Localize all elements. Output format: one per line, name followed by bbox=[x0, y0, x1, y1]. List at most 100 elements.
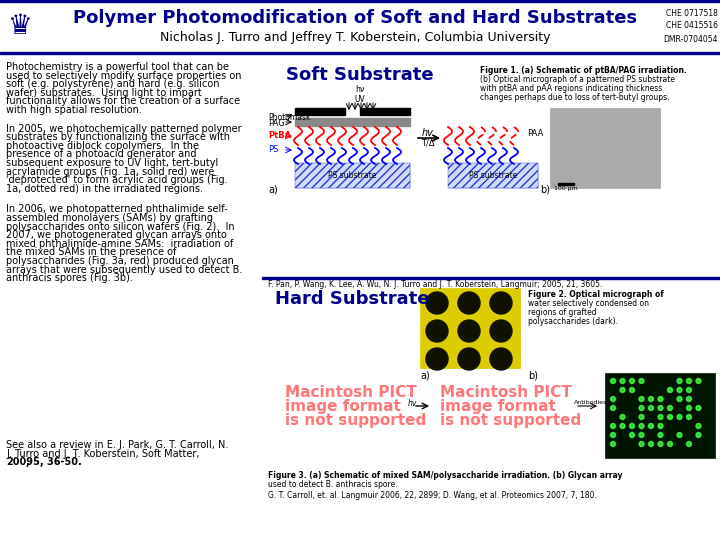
Circle shape bbox=[677, 396, 682, 402]
Text: is not supported: is not supported bbox=[285, 413, 426, 428]
Text: PAG: PAG bbox=[268, 119, 284, 129]
Circle shape bbox=[620, 415, 625, 420]
Circle shape bbox=[458, 292, 480, 314]
Circle shape bbox=[677, 379, 682, 383]
Text: water selectively condensed on: water selectively condensed on bbox=[528, 299, 649, 308]
Circle shape bbox=[629, 433, 634, 437]
Circle shape bbox=[658, 406, 663, 410]
Bar bbox=[550, 108, 660, 188]
Bar bbox=[295, 118, 410, 126]
Text: is not supported: is not supported bbox=[440, 413, 581, 428]
Bar bbox=[605, 373, 715, 458]
Circle shape bbox=[639, 433, 644, 437]
Bar bbox=[420, 288, 520, 368]
Circle shape bbox=[639, 379, 644, 383]
Text: acrylamide groups (Fig. 1a, solid red) were: acrylamide groups (Fig. 1a, solid red) w… bbox=[6, 167, 215, 177]
Circle shape bbox=[639, 423, 644, 429]
Circle shape bbox=[458, 320, 480, 342]
Circle shape bbox=[686, 415, 691, 420]
Text: polysaccharides (dark).: polysaccharides (dark). bbox=[528, 317, 618, 326]
Bar bbox=[448, 163, 538, 188]
Text: PS: PS bbox=[268, 145, 279, 154]
Text: 1a, dotted red) in the irradiated regions.: 1a, dotted red) in the irradiated region… bbox=[6, 184, 203, 194]
Text: , 5, 36-50.: , 5, 36-50. bbox=[26, 457, 82, 467]
Text: 2007, we photogenerated glycan arrays onto: 2007, we photogenerated glycan arrays on… bbox=[6, 230, 227, 240]
Circle shape bbox=[686, 442, 691, 447]
Text: arrays that were subsequently used to detect B.: arrays that were subsequently used to de… bbox=[6, 265, 243, 275]
Text: with ptBA and pAA regions indicating thickness: with ptBA and pAA regions indicating thi… bbox=[480, 84, 662, 93]
Text: hv: hv bbox=[422, 128, 434, 138]
Text: soft (e.g. polystyrene) and hard (e.g. silicon: soft (e.g. polystyrene) and hard (e.g. s… bbox=[6, 79, 220, 89]
Circle shape bbox=[639, 415, 644, 420]
Circle shape bbox=[686, 379, 691, 383]
Circle shape bbox=[611, 433, 616, 437]
Text: 2009: 2009 bbox=[6, 457, 33, 467]
Circle shape bbox=[611, 442, 616, 447]
Circle shape bbox=[426, 292, 448, 314]
Circle shape bbox=[639, 396, 644, 402]
Circle shape bbox=[696, 423, 701, 429]
Text: In 2005, we photochemically patterned polymer: In 2005, we photochemically patterned po… bbox=[6, 124, 242, 133]
Text: functionality allows for the creation of a surface: functionality allows for the creation of… bbox=[6, 97, 240, 106]
Text: (b) Optical micrograph of a patterned PS substrate: (b) Optical micrograph of a patterned PS… bbox=[480, 75, 675, 84]
Circle shape bbox=[611, 406, 616, 410]
Text: ♛: ♛ bbox=[8, 12, 33, 40]
Circle shape bbox=[649, 396, 654, 402]
Circle shape bbox=[658, 433, 663, 437]
Text: b): b) bbox=[528, 370, 538, 380]
Text: 100 μm: 100 μm bbox=[554, 186, 578, 191]
Text: regions of grafted: regions of grafted bbox=[528, 308, 597, 317]
Bar bbox=[0, 0, 720, 2]
Circle shape bbox=[686, 388, 691, 393]
Text: Macintosh PICT: Macintosh PICT bbox=[440, 385, 572, 400]
Text: Figure 3. (a) Schematic of mixed SAM/polysaccharide irradiation. (b) Glycan arra: Figure 3. (a) Schematic of mixed SAM/pol… bbox=[268, 471, 623, 480]
Text: polysaccharides onto silicon wafers (Fig. 2).  In: polysaccharides onto silicon wafers (Fig… bbox=[6, 221, 235, 232]
Circle shape bbox=[629, 379, 634, 383]
Text: wafer) substrates.  Using light to impart: wafer) substrates. Using light to impart bbox=[6, 88, 202, 98]
Circle shape bbox=[649, 406, 654, 410]
Circle shape bbox=[667, 388, 672, 393]
Text: image format: image format bbox=[285, 399, 401, 414]
Circle shape bbox=[490, 292, 512, 314]
Circle shape bbox=[620, 379, 625, 383]
Circle shape bbox=[658, 442, 663, 447]
Text: J. Turro and J. T. Koberstein, Soft Matter,: J. Turro and J. T. Koberstein, Soft Matt… bbox=[6, 449, 199, 458]
Text: changes perhaps due to loss of tert-butyl groups.: changes perhaps due to loss of tert-buty… bbox=[480, 93, 670, 102]
Text: See also a review in E. J. Park, G. T. Carroll, N.: See also a review in E. J. Park, G. T. C… bbox=[6, 440, 228, 450]
Bar bbox=[558, 183, 574, 185]
Circle shape bbox=[658, 423, 663, 429]
Circle shape bbox=[696, 379, 701, 383]
Text: Polymer Photomodification of Soft and Hard Substrates: Polymer Photomodification of Soft and Ha… bbox=[73, 9, 637, 27]
Circle shape bbox=[677, 433, 682, 437]
Text: Photochemistry is a powerful tool that can be: Photochemistry is a powerful tool that c… bbox=[6, 62, 229, 72]
Circle shape bbox=[611, 379, 616, 383]
Bar bbox=[0, 52, 720, 54]
Circle shape bbox=[658, 396, 663, 402]
Text: used to selectively modify surface properties on: used to selectively modify surface prope… bbox=[6, 71, 241, 80]
Circle shape bbox=[458, 348, 480, 370]
Circle shape bbox=[686, 406, 691, 410]
Text: PtBA: PtBA bbox=[268, 132, 291, 140]
Text: Hard Substrate: Hard Substrate bbox=[275, 290, 430, 308]
Text: image format: image format bbox=[440, 399, 556, 414]
Text: Antibodies: Antibodies bbox=[574, 401, 607, 406]
Circle shape bbox=[490, 320, 512, 342]
Bar bbox=[295, 163, 410, 188]
Circle shape bbox=[611, 396, 616, 402]
Text: subsequent exposure to UV light, tert-butyl: subsequent exposure to UV light, tert-bu… bbox=[6, 158, 218, 168]
Text: G. T. Carroll, et. al. Langmuir 2006, 22, 2899; D. Wang, et al. Proteomics 2007,: G. T. Carroll, et. al. Langmuir 2006, 22… bbox=[268, 491, 597, 500]
Text: presence of a photoacid generator and: presence of a photoacid generator and bbox=[6, 150, 197, 159]
Text: used to detect B. anthracis spore.: used to detect B. anthracis spore. bbox=[268, 480, 397, 489]
Text: CHE 0415516: CHE 0415516 bbox=[666, 22, 718, 30]
Circle shape bbox=[667, 406, 672, 410]
Text: a): a) bbox=[420, 370, 430, 380]
Text: the mixed SAMs in the presence of: the mixed SAMs in the presence of bbox=[6, 247, 176, 258]
Text: Photomask: Photomask bbox=[268, 113, 310, 123]
Circle shape bbox=[696, 433, 701, 437]
Text: hv: hv bbox=[408, 399, 417, 408]
Circle shape bbox=[490, 348, 512, 370]
Text: 'deprotected' to form acrylic acid groups (Fig.: 'deprotected' to form acrylic acid group… bbox=[6, 175, 228, 185]
Text: substrates by functionalizing the surface with: substrates by functionalizing the surfac… bbox=[6, 132, 230, 142]
Bar bbox=[295, 163, 410, 188]
Text: Figure 2. Optical micrograph of: Figure 2. Optical micrograph of bbox=[528, 290, 664, 299]
